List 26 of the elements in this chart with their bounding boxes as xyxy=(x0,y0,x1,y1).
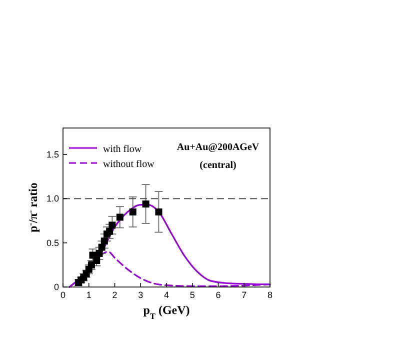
point xyxy=(142,200,150,208)
x-tick-label: 4 xyxy=(164,290,170,300)
point xyxy=(108,222,116,229)
x-tick-label: 6 xyxy=(216,290,221,300)
x-tick-label: 2 xyxy=(112,290,118,300)
x-tick-label: 7 xyxy=(242,290,247,300)
y-tick-label: 1.5 xyxy=(46,150,59,160)
x-tick-label: 0 xyxy=(60,290,66,300)
y-tick-label: 1.0 xyxy=(46,194,59,204)
point xyxy=(116,214,124,221)
point xyxy=(129,208,136,216)
x-axis-title: p$_{T}$ (GeV) xyxy=(143,303,190,320)
point xyxy=(100,238,108,245)
point xyxy=(155,208,162,216)
y-tick-label: 0 xyxy=(54,282,59,292)
x-tick-label: 3 xyxy=(138,290,144,300)
legend-label: with flow xyxy=(103,144,142,155)
x-tick-label: 1 xyxy=(86,290,92,300)
annotation: (central) xyxy=(200,160,236,171)
x-tick-label: 5 xyxy=(190,290,195,300)
annotation: Au+Au@200AGeV xyxy=(176,142,260,153)
x-tick-label: 8 xyxy=(267,290,273,300)
y-tick-label: 0.5 xyxy=(46,238,59,248)
point xyxy=(106,228,114,235)
point xyxy=(93,257,100,264)
legend-label: without flow xyxy=(103,159,156,170)
